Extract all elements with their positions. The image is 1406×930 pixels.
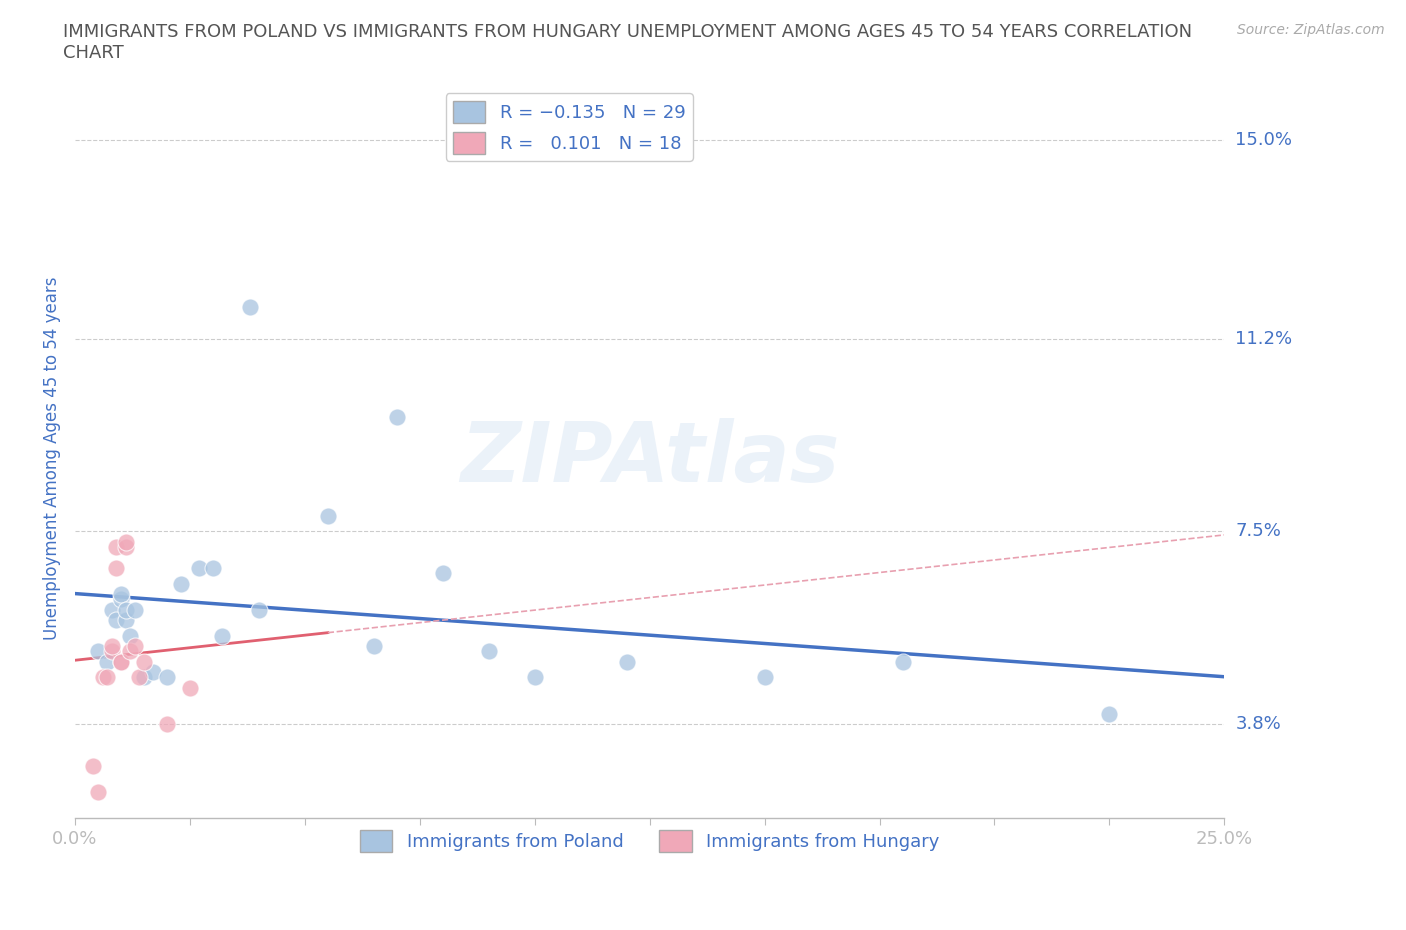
Point [179, 681, 201, 696]
Point [110, 587, 132, 602]
Text: CHART: CHART [63, 44, 124, 61]
Point [114, 602, 136, 617]
Point [132, 670, 155, 684]
Point [616, 655, 638, 670]
Point [114, 539, 136, 554]
Text: 3.8%: 3.8% [1236, 715, 1281, 733]
Point [1098, 707, 1121, 722]
Point [132, 655, 155, 670]
Text: ZIPAtlas: ZIPAtlas [460, 418, 839, 498]
Point [82, 759, 104, 774]
Point [201, 561, 224, 576]
Point [316, 509, 339, 524]
Point [188, 561, 211, 576]
Legend: Immigrants from Poland, Immigrants from Hungary: Immigrants from Poland, Immigrants from … [353, 823, 948, 859]
Point [363, 639, 385, 654]
Point [211, 628, 233, 643]
Point [120, 628, 142, 643]
Point [110, 655, 132, 670]
Point [170, 576, 193, 591]
Point [124, 639, 146, 654]
Text: IMMIGRANTS FROM POLAND VS IMMIGRANTS FROM HUNGARY UNEMPLOYMENT AMONG AGES 45 TO : IMMIGRANTS FROM POLAND VS IMMIGRANTS FRO… [63, 23, 1192, 41]
Point [142, 665, 165, 680]
Point [124, 602, 146, 617]
Point [91, 670, 114, 684]
Point [114, 613, 136, 628]
Point [523, 670, 546, 684]
Point [156, 717, 179, 732]
Point [110, 655, 132, 670]
Point [114, 535, 136, 550]
Point [87, 644, 110, 658]
Point [110, 591, 132, 606]
Point [120, 644, 142, 658]
Point [101, 644, 124, 658]
Point [385, 409, 408, 424]
Point [156, 670, 179, 684]
Point [891, 655, 914, 670]
Point [239, 299, 262, 314]
Text: 15.0%: 15.0% [1236, 131, 1292, 150]
Point [101, 639, 124, 654]
Point [87, 785, 110, 800]
Y-axis label: Unemployment Among Ages 45 to 54 years: Unemployment Among Ages 45 to 54 years [44, 276, 60, 640]
Point [96, 655, 118, 670]
Point [247, 602, 270, 617]
Text: 11.2%: 11.2% [1236, 329, 1292, 348]
Point [105, 561, 128, 576]
Point [478, 644, 501, 658]
Point [105, 613, 128, 628]
Text: 7.5%: 7.5% [1236, 523, 1281, 540]
Point [128, 670, 150, 684]
Point [432, 565, 454, 580]
Text: Source: ZipAtlas.com: Source: ZipAtlas.com [1237, 23, 1385, 37]
Point [105, 539, 128, 554]
Point [754, 670, 776, 684]
Point [96, 670, 118, 684]
Point [101, 602, 124, 617]
